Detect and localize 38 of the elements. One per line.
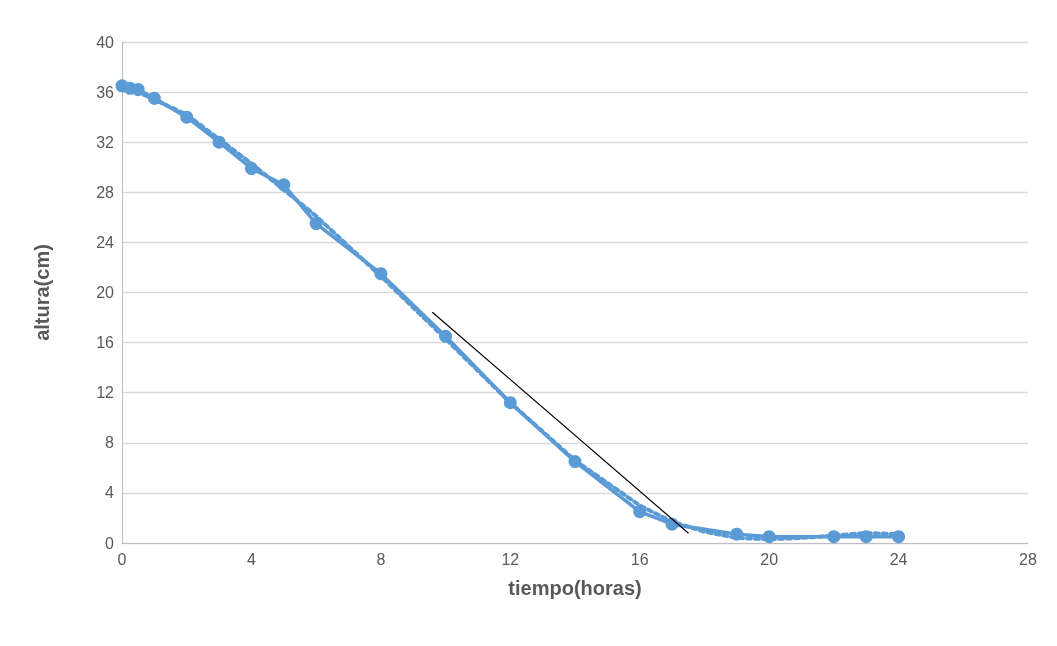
point bbox=[147, 91, 161, 105]
point bbox=[131, 83, 145, 97]
y-tick-label: 40 bbox=[96, 33, 115, 51]
point bbox=[568, 455, 582, 469]
point bbox=[827, 530, 841, 544]
x-tick-label: 8 bbox=[376, 550, 386, 568]
y-tick-label: 16 bbox=[96, 334, 115, 352]
x-tick-label: 12 bbox=[501, 550, 520, 568]
x-tick-label: 0 bbox=[117, 550, 127, 568]
x-tick-label: 20 bbox=[760, 550, 779, 568]
y-tick-label: 36 bbox=[96, 83, 115, 101]
point bbox=[633, 505, 647, 519]
point bbox=[180, 110, 194, 124]
x-tick-label: 16 bbox=[630, 550, 649, 568]
y-tick-label: 32 bbox=[96, 133, 115, 151]
point bbox=[730, 527, 744, 541]
x-axis-title: tiempo(horas) bbox=[508, 577, 642, 599]
point bbox=[277, 178, 291, 192]
x-tick-label: 24 bbox=[889, 550, 908, 568]
point bbox=[439, 329, 453, 343]
point bbox=[762, 530, 776, 544]
y-tick-label: 12 bbox=[96, 384, 115, 402]
y-tick-label: 28 bbox=[96, 183, 115, 201]
point bbox=[244, 162, 258, 175]
point bbox=[212, 135, 226, 149]
y-tick-label: 4 bbox=[105, 484, 115, 502]
y-axis-title: altura(cm) bbox=[31, 244, 53, 341]
x-tick-label: 28 bbox=[1019, 550, 1037, 568]
y-tick-label: 20 bbox=[96, 284, 115, 301]
y-tick-label: 8 bbox=[105, 434, 115, 452]
y-tick-label: 24 bbox=[96, 233, 115, 251]
point bbox=[309, 217, 323, 231]
x-tick-label: 4 bbox=[246, 550, 256, 568]
point bbox=[859, 530, 873, 544]
point bbox=[503, 396, 517, 410]
point bbox=[374, 267, 388, 281]
y-tick-label: 0 bbox=[105, 534, 115, 552]
point bbox=[892, 530, 906, 544]
